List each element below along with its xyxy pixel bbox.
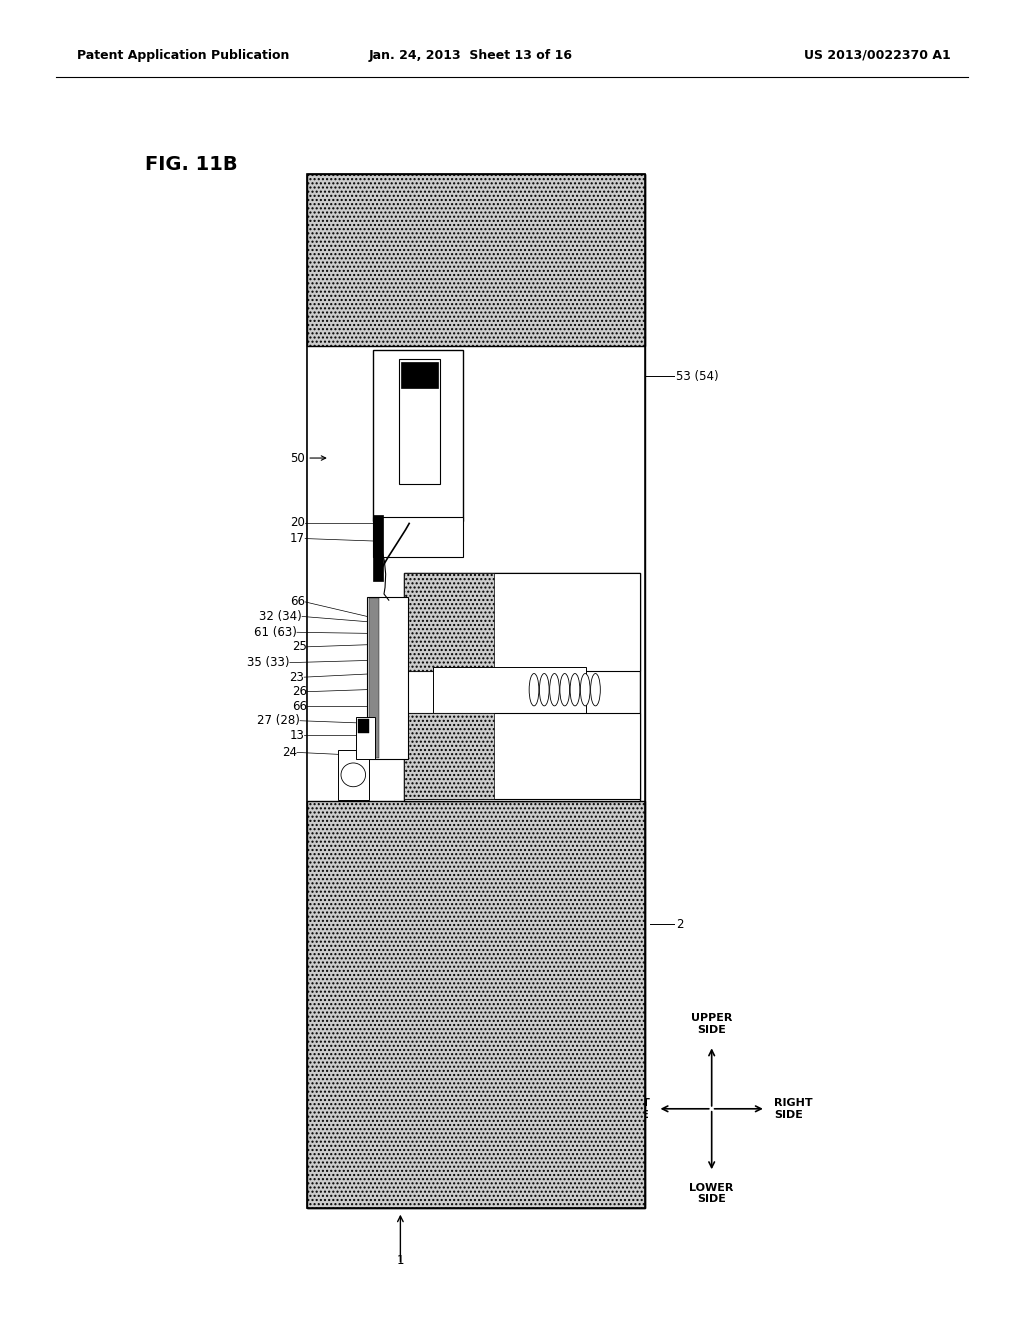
Bar: [401, 362, 438, 388]
Text: 61 (63): 61 (63): [254, 626, 297, 639]
Ellipse shape: [581, 673, 590, 706]
Bar: [433, 667, 586, 713]
Ellipse shape: [540, 673, 549, 706]
Text: 66: 66: [292, 700, 307, 713]
Text: 23: 23: [289, 671, 304, 684]
Text: 60 (62): 60 (62): [561, 702, 604, 715]
Text: 70: 70: [561, 734, 577, 747]
Text: 53 (54): 53 (54): [676, 370, 719, 383]
Text: 22: 22: [561, 612, 577, 626]
Bar: [307, 174, 645, 1208]
Text: UPPER
SIDE: UPPER SIDE: [691, 1014, 732, 1035]
Text: 64: 64: [561, 636, 577, 649]
Bar: [373, 517, 463, 557]
Bar: [373, 350, 463, 521]
Text: Patent Application Publication: Patent Application Publication: [77, 49, 289, 62]
Text: LOWER
SIDE: LOWER SIDE: [689, 1183, 734, 1204]
Text: 65: 65: [561, 718, 577, 731]
Bar: [307, 346, 382, 801]
Ellipse shape: [570, 673, 580, 706]
Bar: [404, 573, 640, 671]
Text: 65: 65: [571, 644, 587, 657]
Bar: [338, 750, 369, 800]
Bar: [358, 719, 369, 733]
Ellipse shape: [591, 673, 600, 706]
Text: US 2013/0022370 A1: US 2013/0022370 A1: [804, 49, 950, 62]
Text: 1: 1: [396, 1254, 404, 1267]
Ellipse shape: [560, 673, 569, 706]
Bar: [356, 717, 375, 759]
Ellipse shape: [341, 763, 366, 787]
Text: Jan. 24, 2013  Sheet 13 of 16: Jan. 24, 2013 Sheet 13 of 16: [369, 49, 573, 62]
Bar: [404, 573, 640, 801]
Ellipse shape: [529, 673, 539, 706]
Text: 2: 2: [676, 917, 683, 931]
Bar: [307, 174, 645, 346]
Text: 69: 69: [561, 628, 577, 642]
Ellipse shape: [550, 673, 559, 706]
Bar: [307, 346, 645, 801]
Text: LEFT
SIDE: LEFT SIDE: [620, 1098, 649, 1119]
Text: 35 (33): 35 (33): [247, 656, 290, 669]
Text: 24: 24: [282, 746, 297, 759]
Bar: [307, 801, 645, 1208]
Text: 27 (28): 27 (28): [257, 714, 300, 727]
Text: FIG. 11B: FIG. 11B: [145, 156, 238, 174]
Bar: [404, 713, 640, 799]
Bar: [373, 515, 383, 581]
Text: 17: 17: [290, 532, 305, 545]
Text: RIGHT
SIDE: RIGHT SIDE: [774, 1098, 813, 1119]
Bar: [399, 359, 440, 484]
Text: 55: 55: [404, 441, 419, 454]
Bar: [367, 597, 408, 759]
Bar: [404, 573, 494, 671]
Text: 32 (34): 32 (34): [259, 610, 302, 623]
Text: 20: 20: [290, 516, 305, 529]
Text: 50: 50: [291, 451, 305, 465]
Text: 26: 26: [292, 685, 307, 698]
Text: 59: 59: [561, 581, 577, 594]
Text: 57: 57: [561, 597, 577, 610]
Bar: [369, 598, 379, 758]
Bar: [307, 174, 645, 1208]
Text: 67: 67: [566, 672, 582, 685]
Text: 13: 13: [289, 729, 304, 742]
Text: 64: 64: [561, 688, 577, 701]
Bar: [404, 713, 494, 799]
Text: 66: 66: [290, 595, 305, 609]
Text: 25: 25: [292, 640, 307, 653]
